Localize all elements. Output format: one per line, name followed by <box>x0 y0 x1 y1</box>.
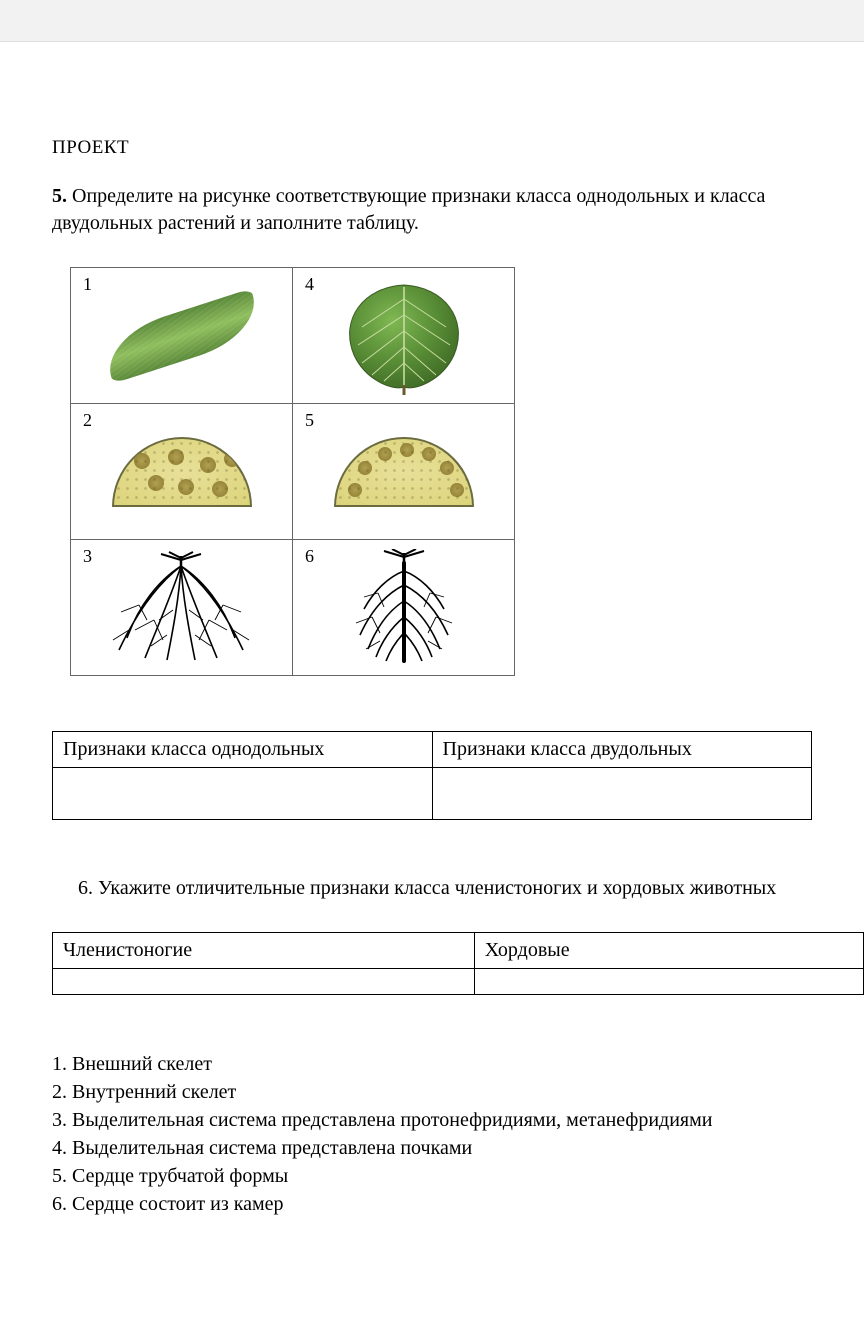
list-item-5: 5. Сердце трубчатой формы <box>52 1162 812 1190</box>
table-q6-cell-arthropoda[interactable] <box>53 969 475 995</box>
table-q6: Членистоногие Хордовые <box>52 932 864 995</box>
question-6-body: Укажите отличительные признаки класса чл… <box>98 877 776 899</box>
figure-cell-2-label: 2 <box>83 410 92 431</box>
leaf-broad-icon <box>334 277 474 395</box>
figure-row-1: 1 4 <box>71 268 514 403</box>
taproot-icon <box>334 549 474 667</box>
list-item-1: 1. Внешний скелет <box>52 1050 812 1078</box>
figure-grid: 1 4 <box>70 267 515 676</box>
figure-cell-5: 5 <box>292 404 514 539</box>
list-item-6: 6. Сердце состоит из камер <box>52 1190 812 1218</box>
list-item-4: 4. Выделительная система представлена по… <box>52 1134 812 1162</box>
table-q5-cell-dicot[interactable] <box>432 768 812 820</box>
question-6-number: 6. <box>78 877 93 899</box>
question-5-text: 5. Определите на рисунке соответствующие… <box>52 183 812 237</box>
leaf-narrow-icon <box>98 288 265 383</box>
list-item-3: 3. Выделительная система представлена пр… <box>52 1106 812 1134</box>
document-content: ПРОЕКТ 5. Определите на рисунке соответс… <box>0 137 864 1218</box>
figure-cell-5-label: 5 <box>305 410 314 431</box>
table-q6-cell-chordata[interactable] <box>474 969 863 995</box>
question-5-number: 5. <box>52 185 67 207</box>
figure-cell-3-label: 3 <box>83 546 92 567</box>
figure-cell-6: 6 <box>292 540 514 675</box>
table-q6-header-chordata: Хордовые <box>474 933 863 969</box>
figure-cell-2: 2 <box>71 404 292 539</box>
figure-cell-4-label: 4 <box>305 274 314 295</box>
feature-list: 1. Внешний скелет 2. Внутренний скелет 3… <box>52 1050 812 1218</box>
figure-row-3: 3 6 <box>71 539 514 675</box>
table-q6-header-arthropoda: Членистоногие <box>53 933 475 969</box>
fibrous-root-icon <box>99 550 264 665</box>
stem-ring-icon <box>334 437 474 507</box>
list-item-2: 2. Внутренний скелет <box>52 1078 812 1106</box>
stem-scattered-icon <box>112 437 252 507</box>
question-5-body: Определите на рисунке соответствующие пр… <box>52 185 765 234</box>
project-label: ПРОЕКТ <box>52 137 812 159</box>
figure-cell-1-label: 1 <box>83 274 92 295</box>
figure-row-2: 2 5 <box>71 403 514 539</box>
figure-cell-1: 1 <box>71 268 292 403</box>
figure-cell-4: 4 <box>292 268 514 403</box>
question-6-text: 6. Укажите отличительные признаки класса… <box>52 875 812 902</box>
figure-cell-3: 3 <box>71 540 292 675</box>
top-bar <box>0 0 864 42</box>
table-q5-cell-monocot[interactable] <box>53 768 433 820</box>
table-q5-header-dicot: Признаки класса двудольных <box>432 732 812 768</box>
table-q5: Признаки класса однодольных Признаки кла… <box>52 731 812 820</box>
table-q5-header-monocot: Признаки класса однодольных <box>53 732 433 768</box>
figure-cell-6-label: 6 <box>305 546 314 567</box>
